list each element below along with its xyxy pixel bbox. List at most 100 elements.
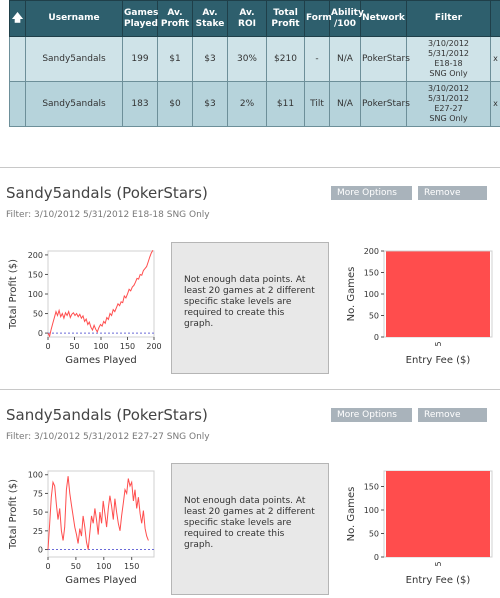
panel-title: Sandy5andals (PokerStars) — [6, 184, 208, 202]
filter-stake: E27-27 — [434, 104, 463, 113]
username-link[interactable]: Sandy5andals — [25, 81, 123, 127]
y-tick-label: 200 — [364, 247, 379, 256]
header-ability[interactable]: Ability /100 — [329, 0, 364, 37]
header-games-played[interactable]: Games Played — [122, 0, 158, 37]
y-tick-label: 100 — [364, 290, 379, 299]
ability-cell: N/A — [329, 81, 361, 127]
y-tick-label: 100 — [364, 506, 379, 515]
filter-end-date: 5/31/2012 — [427, 94, 470, 103]
y-tick-label: 150 — [28, 270, 43, 279]
sort-header[interactable]: 🡅 — [9, 0, 26, 37]
panel-filter: Filter: 3/10/2012 5/31/2012 E18-18 SNG O… — [6, 210, 210, 220]
y-tick-label: 0 — [374, 333, 379, 342]
network-cell: PokerStars — [360, 81, 410, 127]
header-av-profit[interactable]: Av. Profit — [157, 0, 193, 37]
form-tilt-link[interactable]: Tilt — [304, 81, 330, 127]
x-axis-label: Games Played — [65, 575, 137, 586]
player-panel-2: Sandy5andals (PokerStars) More Options R… — [0, 389, 500, 598]
x-tick-label: 200 — [146, 342, 161, 351]
profit-line-chart: 0 25 50 75 100 0 50 100 150 Games Played Total Pro… — [8, 470, 155, 586]
header-username[interactable]: Username — [25, 0, 123, 37]
filter-game-type: SNG Only — [429, 114, 468, 123]
y-tick-label: 50 — [369, 312, 379, 321]
games-played-cell: 183 — [122, 81, 158, 127]
sort-arrow-icon: 🡅 — [11, 11, 24, 24]
av-stake-cell: $3 — [192, 81, 228, 127]
y-tick-label: 0 — [38, 546, 43, 555]
plot-area — [47, 250, 155, 338]
username-link[interactable]: Sandy5andals — [25, 36, 123, 82]
table-row: Sandy5andals 183 $0 $3 2% $11 Tilt N/A P… — [9, 81, 500, 127]
av-roi-cell: 2% — [227, 81, 267, 127]
av-roi-cell: 30% — [227, 36, 267, 82]
y-tick-label: 200 — [28, 251, 43, 260]
x-tick-label: 100 — [93, 342, 108, 351]
x-tick-label: 5 — [434, 341, 443, 346]
remove-button[interactable]: Remove — [418, 186, 487, 200]
header-filter[interactable]: Filter — [406, 0, 491, 37]
header-av-stake[interactable]: Av. Stake — [192, 0, 228, 37]
header-form[interactable]: Form — [304, 0, 332, 37]
av-stake-cell: $3 — [192, 36, 228, 82]
profit-line-chart: 0 50 100 150 200 0 50 100 150 200 Games Played Tota… — [8, 249, 162, 366]
form-cell: - — [304, 36, 330, 82]
plot-area — [47, 470, 155, 558]
x-tick-label: 150 — [124, 562, 139, 571]
comparison-table-container: 🡅 Username Games Played Av. Profit Av. S… — [9, 0, 500, 127]
filter-start-date: 3/10/2012 — [427, 84, 470, 93]
panel-filter: Filter: 3/10/2012 5/31/2012 E27-27 SNG O… — [6, 432, 210, 442]
y-tick-label: 75 — [33, 489, 43, 498]
av-profit-cell: $0 — [157, 81, 193, 127]
player-panel-1: Sandy5andals (PokerStars) More Options R… — [0, 167, 500, 384]
profit-series-line — [47, 249, 154, 338]
not-enough-data-message: Not enough data points. At least 20 game… — [171, 242, 329, 374]
filter-stake: E18-18 — [434, 59, 463, 68]
header-total-profit[interactable]: Total Profit — [266, 0, 305, 37]
x-axis-label: Entry Fee ($) — [406, 355, 471, 366]
total-profit-cell: $210 — [266, 36, 305, 82]
y-tick-label: 150 — [364, 483, 379, 492]
entry-fee-bar-chart: 0 50 100 150 200 5 Entry Fee ($) No. Games — [346, 247, 493, 366]
x-tick-label: 100 — [96, 562, 111, 571]
more-options-button[interactable]: More Options — [331, 186, 412, 200]
header-av-roi[interactable]: Av. ROI — [227, 0, 267, 37]
y-tick-label: 25 — [33, 527, 43, 536]
total-profit-cell: $11 — [266, 81, 305, 127]
table-row: Sandy5andals 199 $1 $3 30% $210 - N/A Po… — [9, 36, 500, 82]
x-axis-label: Games Played — [65, 355, 137, 366]
av-profit-cell: $1 — [157, 36, 193, 82]
y-tick-label: 100 — [28, 471, 43, 480]
y-tick-label: 0 — [38, 329, 43, 338]
row-spacer — [9, 81, 26, 127]
remove-button[interactable]: Remove — [418, 408, 487, 422]
y-tick-label: 0 — [374, 553, 379, 562]
remove-row-link[interactable]: x — [490, 81, 500, 127]
network-cell: PokerStars — [360, 36, 410, 82]
profit-series-line — [47, 476, 149, 550]
filter-end-date: 5/31/2012 — [427, 49, 470, 58]
y-tick-label: 50 — [33, 310, 43, 319]
y-axis-label: No. Games — [346, 487, 357, 542]
x-tick-label: 50 — [69, 342, 79, 351]
x-tick-label: 50 — [71, 562, 81, 571]
entry-fee-bar-chart: 0 50 100 150 5 Entry Fee ($) No. Games — [346, 470, 493, 586]
panel-divider — [0, 389, 500, 390]
header-remove — [490, 0, 500, 37]
y-axis-label: Total Profit ($) — [8, 479, 19, 550]
filter-game-type: SNG Only — [429, 69, 468, 78]
more-options-button[interactable]: More Options — [331, 408, 412, 422]
panel-divider — [0, 167, 500, 168]
y-tick-label: 100 — [28, 290, 43, 299]
filter-start-date: 3/10/2012 — [427, 39, 470, 48]
y-tick-label: 50 — [369, 530, 379, 539]
entry-fee-bar — [386, 251, 490, 337]
panel-title: Sandy5andals (PokerStars) — [6, 406, 208, 424]
row-spacer — [9, 36, 26, 82]
x-tick-label: 150 — [120, 342, 135, 351]
games-played-cell: 199 — [122, 36, 158, 82]
ability-cell: N/A — [329, 36, 361, 82]
header-network[interactable]: Network — [360, 0, 407, 37]
remove-row-link[interactable]: x — [490, 36, 500, 82]
y-tick-label: 150 — [364, 269, 379, 278]
y-axis-label: No. Games — [346, 267, 357, 322]
